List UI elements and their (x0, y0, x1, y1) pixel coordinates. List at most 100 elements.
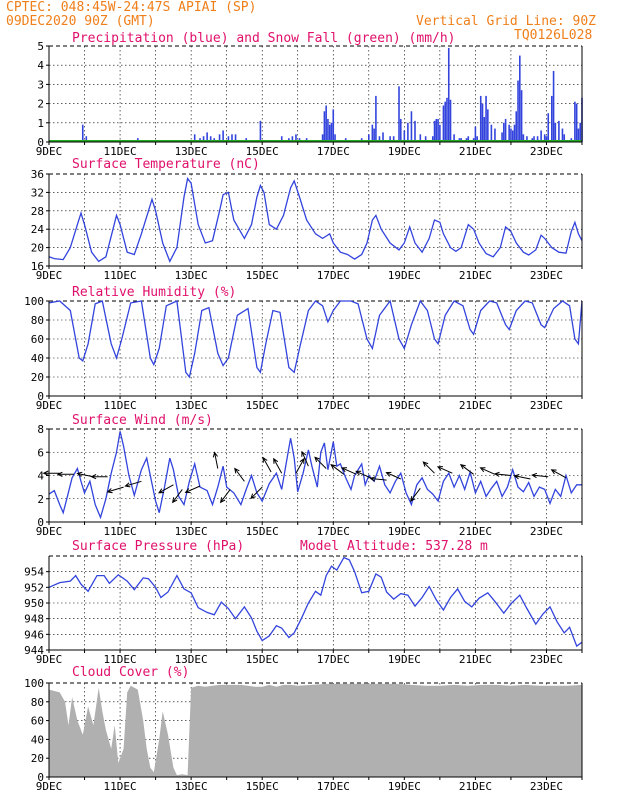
precip-bar (295, 134, 297, 142)
precip-bar (373, 128, 375, 142)
panel-precip: Precipitation (blue) and Snow Fall (gree… (36, 31, 583, 158)
x-tick-label: 21DEC (459, 653, 492, 666)
wind-arrow (410, 488, 421, 503)
precip-bar (513, 124, 516, 142)
precip-bar (222, 130, 224, 142)
precip-bar (403, 130, 406, 142)
wind-arrow (250, 486, 263, 500)
precip-bar (543, 134, 546, 142)
plot-rh: 0 20 40 60 80 100 9DEC 11DEC 13DEC 15DEC 17DEC 19DE… (24, 295, 583, 412)
precip-bar (193, 134, 196, 142)
precip-bar (479, 95, 482, 142)
precip-bar (517, 80, 519, 142)
x-tick-label: 17DEC (317, 145, 350, 158)
wind-arrow (158, 484, 174, 494)
x-tick-label: 15DEC (246, 145, 279, 158)
x-tick-label: 15DEC (246, 399, 279, 412)
precip-bar (487, 109, 489, 142)
precip-bar (533, 136, 535, 142)
precip-bar (382, 132, 384, 142)
precip-bar (526, 136, 528, 142)
x-tick-label: 11DEC (104, 780, 137, 793)
precip-bar (330, 122, 333, 142)
panel-title-rh: Relative Humidity (%) (72, 285, 236, 300)
y-tick-label: 1 (37, 117, 44, 130)
header-line2-right: Vertical Grid Line: 90Z (416, 14, 596, 29)
wind-arrow (295, 457, 305, 474)
wind-arrow (219, 489, 231, 504)
precip-bar (483, 117, 486, 142)
y-tick-label: 16 (31, 260, 44, 273)
x-tick-label: 17DEC (317, 399, 350, 412)
x-tick-label: 9DEC (36, 145, 63, 158)
x-tick-label: 21DEC (459, 145, 492, 158)
panel-title-press: Surface Pressure (hPa) (72, 539, 244, 554)
wind-arrow (90, 474, 108, 480)
precip-bar (536, 136, 539, 142)
plot-frame (48, 174, 583, 267)
precip-bar (504, 118, 507, 142)
wind-arrow (340, 467, 357, 475)
precip-bar (399, 118, 402, 142)
precip-bar (437, 118, 439, 142)
x-tick-label: 17DEC (317, 269, 350, 282)
wind-arrow (479, 467, 496, 475)
precip-bar (494, 128, 496, 142)
precip-bar (545, 136, 548, 142)
x-tick-label: 21DEC (459, 399, 492, 412)
wind-arrow (234, 467, 245, 482)
precip-bar (467, 136, 470, 142)
x-tick-label: 23DEC (530, 399, 563, 412)
precip-bar (389, 136, 391, 142)
wind-arrow (262, 456, 272, 473)
wind-arrow (106, 486, 124, 494)
precip-bar (511, 130, 514, 142)
x-tick-label: 23DEC (530, 145, 563, 158)
precip-bar (375, 95, 377, 142)
x-tick-label: 23DEC (530, 269, 563, 282)
y-tick-label: 3 (37, 78, 44, 91)
plot-temp: 16 20 24 28 32 36 9DEC 11DEC 13DEC 15DEC 17DEC 19DE… (31, 168, 583, 282)
wind-arrow (314, 456, 327, 469)
precip-bar (508, 124, 510, 142)
plot-press: 944 946 948 950 952 954 9DEC 11DEC 13DEC 15DEC 17D… (24, 555, 583, 666)
precip-bar (234, 134, 237, 142)
y-tick-label: 40 (31, 733, 44, 746)
series-line-temp (48, 177, 583, 263)
precip-bar (575, 103, 578, 142)
wind-arrow (212, 451, 219, 469)
y-tick-label: 60 (31, 715, 44, 728)
x-tick-label: 19DEC (388, 399, 421, 412)
x-tick-label: 11DEC (104, 653, 137, 666)
precip-bar (447, 47, 450, 142)
y-tick-label: 944 (24, 644, 44, 657)
precip-bar (398, 86, 400, 142)
x-tick-label: 13DEC (175, 780, 208, 793)
precip-bar (227, 136, 230, 142)
panel-rh: Relative Humidity (%) 0 20 40 60 80 100 9DEC 11… (24, 285, 583, 412)
precip-bar (501, 132, 503, 142)
x-tick-label: 19DEC (388, 269, 421, 282)
precip-bar (424, 136, 427, 142)
precip-bar (510, 128, 512, 142)
precip-bar (81, 124, 84, 142)
wind-arrow (355, 470, 371, 479)
precip-bar (561, 128, 564, 142)
x-tick-label: 21DEC (459, 780, 492, 793)
precip-bar (414, 120, 416, 142)
y-tick-label: 20 (31, 752, 44, 765)
precip-bar (490, 124, 493, 142)
y-tick-label: 5 (37, 40, 44, 53)
y-tick-label: 60 (31, 333, 44, 346)
y-tick-label: 80 (31, 314, 44, 327)
precip-bar (579, 122, 582, 142)
precip-bar (419, 134, 422, 142)
wind-arrow (459, 464, 474, 475)
x-tick-label: 19DEC (388, 525, 421, 538)
y-tick-label: 8 (37, 423, 44, 436)
x-tick-label: 19DEC (388, 145, 421, 158)
precip-bar (325, 105, 327, 142)
y-tick-label: 6 (37, 446, 44, 459)
precip-bar (550, 95, 553, 142)
